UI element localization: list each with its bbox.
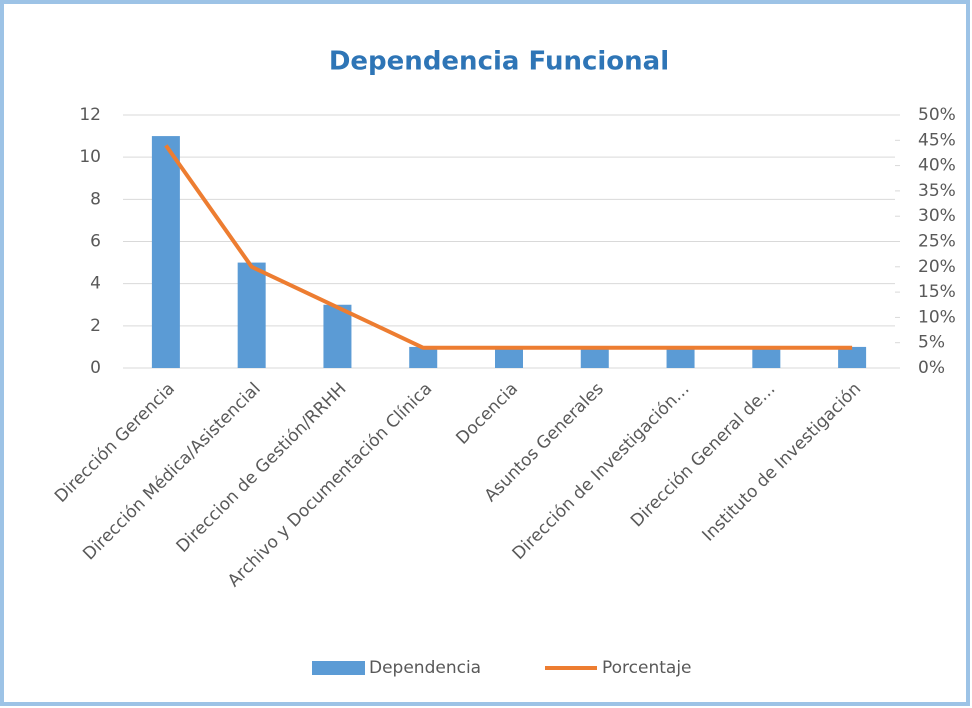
y-tick-label: 4	[90, 274, 101, 294]
legend-swatch	[312, 661, 365, 675]
legend-label: Dependencia	[369, 658, 481, 678]
y2-tick-label: 45%	[918, 130, 956, 150]
y2-tick-label: 15%	[918, 282, 956, 302]
chart-title: Dependencia Funcional	[329, 47, 669, 77]
y2-tick-label: 10%	[918, 307, 956, 327]
y2-tick-label: 0%	[918, 358, 945, 378]
y-tick-label: 10	[79, 147, 101, 167]
y2-tick-label: 5%	[918, 333, 945, 353]
bar	[752, 346, 781, 368]
bar	[666, 346, 695, 368]
y2-tick-label: 50%	[918, 105, 956, 125]
y-tick-label: 0	[90, 358, 101, 378]
bar	[495, 346, 523, 368]
y2-tick-label: 20%	[918, 257, 956, 277]
y2-tick-label: 40%	[918, 156, 956, 176]
y-tick-label: 8	[90, 189, 101, 209]
legend-label: Porcentaje	[602, 658, 692, 678]
bar	[151, 136, 180, 368]
y2-tick-label: 30%	[918, 206, 956, 226]
y-tick-label: 2	[90, 316, 101, 336]
y-tick-label: 12	[79, 105, 101, 125]
bar	[237, 262, 266, 368]
bar	[409, 346, 438, 368]
y2-tick-label: 35%	[918, 181, 956, 201]
bar	[838, 346, 867, 368]
bar	[323, 304, 352, 368]
y2-tick-label: 25%	[918, 232, 956, 252]
line	[164, 144, 853, 350]
bar	[580, 346, 609, 368]
y-tick-label: 6	[90, 232, 101, 252]
